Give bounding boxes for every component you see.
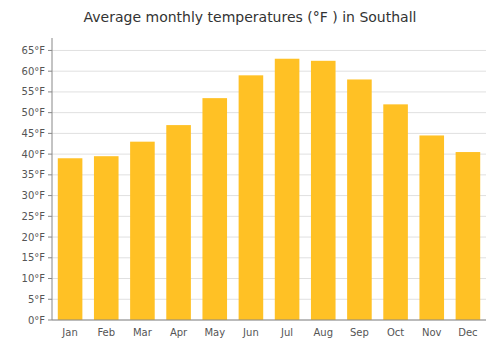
- bar: [456, 152, 481, 320]
- tick-mark: [48, 154, 52, 155]
- tick-label: Oct: [387, 327, 404, 338]
- tick-label: Feb: [97, 327, 115, 338]
- tick-label: 60°F: [22, 66, 46, 77]
- bar: [275, 59, 300, 320]
- bars: [58, 59, 480, 320]
- bar: [130, 142, 155, 320]
- tick-mark: [48, 320, 52, 321]
- tick-label: 15°F: [22, 252, 46, 263]
- tick-label: 30°F: [22, 190, 46, 201]
- bar: [347, 79, 372, 320]
- bar: [383, 104, 408, 320]
- tick-mark: [48, 50, 52, 51]
- y-grid: [52, 50, 486, 320]
- grid-line: [52, 71, 486, 72]
- chart: Average monthly temperatures (°F ) in So…: [0, 0, 500, 350]
- tick-label: May: [204, 327, 225, 338]
- tick-label: 50°F: [22, 107, 46, 118]
- x-axis-line: [52, 320, 486, 321]
- tick-mark: [48, 91, 52, 92]
- tick-label: 0°F: [28, 315, 45, 326]
- x-ticks: Jan Feb Mar Apr May Jun Jul Aug Sep Oct Nov Dec: [61, 327, 477, 338]
- tick-mark: [48, 299, 52, 300]
- tick-mark: [48, 195, 52, 196]
- tick-label: Apr: [170, 327, 188, 338]
- tick-label: Dec: [458, 327, 477, 338]
- tick-mark: [48, 257, 52, 258]
- tick-mark: [48, 112, 52, 113]
- grid-line: [52, 50, 486, 51]
- tick-mark: [48, 133, 52, 134]
- tick-mark: [48, 216, 52, 217]
- tick-mark: [48, 278, 52, 279]
- grid-line: [52, 320, 486, 321]
- bar: [94, 156, 119, 320]
- tick-label: 25°F: [22, 211, 46, 222]
- tick-label: 5°F: [28, 294, 45, 305]
- bar: [202, 98, 227, 320]
- tick-label: Nov: [422, 327, 442, 338]
- tick-label: 55°F: [22, 86, 46, 97]
- tick-label: 40°F: [22, 149, 46, 160]
- bar: [166, 125, 191, 320]
- tick-label: 65°F: [22, 45, 46, 56]
- tick-label: Jun: [242, 327, 259, 338]
- tick-mark: [48, 174, 52, 175]
- tick-label: Jan: [61, 327, 77, 338]
- tick-label: 10°F: [22, 273, 46, 284]
- tick-label: Aug: [313, 327, 333, 338]
- tick-label: Mar: [133, 327, 153, 338]
- title: Average monthly temperatures (°F ) in So…: [84, 9, 417, 25]
- tick-label: 20°F: [22, 232, 46, 243]
- tick-label: Sep: [350, 327, 369, 338]
- bar: [311, 61, 336, 320]
- grid-line: [52, 112, 486, 113]
- axes: [52, 38, 486, 320]
- tick-label: Jul: [280, 327, 293, 338]
- bar: [239, 75, 264, 320]
- page: {"chart_data": {"type": "bar", "title": …: [0, 0, 500, 350]
- grid-line: [52, 133, 486, 134]
- grid-line: [52, 91, 486, 92]
- bar: [58, 158, 83, 320]
- y-axis-line: [52, 38, 53, 320]
- bar: [419, 135, 444, 320]
- tick-mark: [48, 71, 52, 72]
- y-ticks: 0°F 5°F 10°F 15°F 20°F 25°F 30°F 35°F 40°F 45°F 50…: [22, 45, 52, 326]
- tick-label: 45°F: [22, 128, 46, 139]
- tick-label: 35°F: [22, 169, 46, 180]
- tick-mark: [48, 237, 52, 238]
